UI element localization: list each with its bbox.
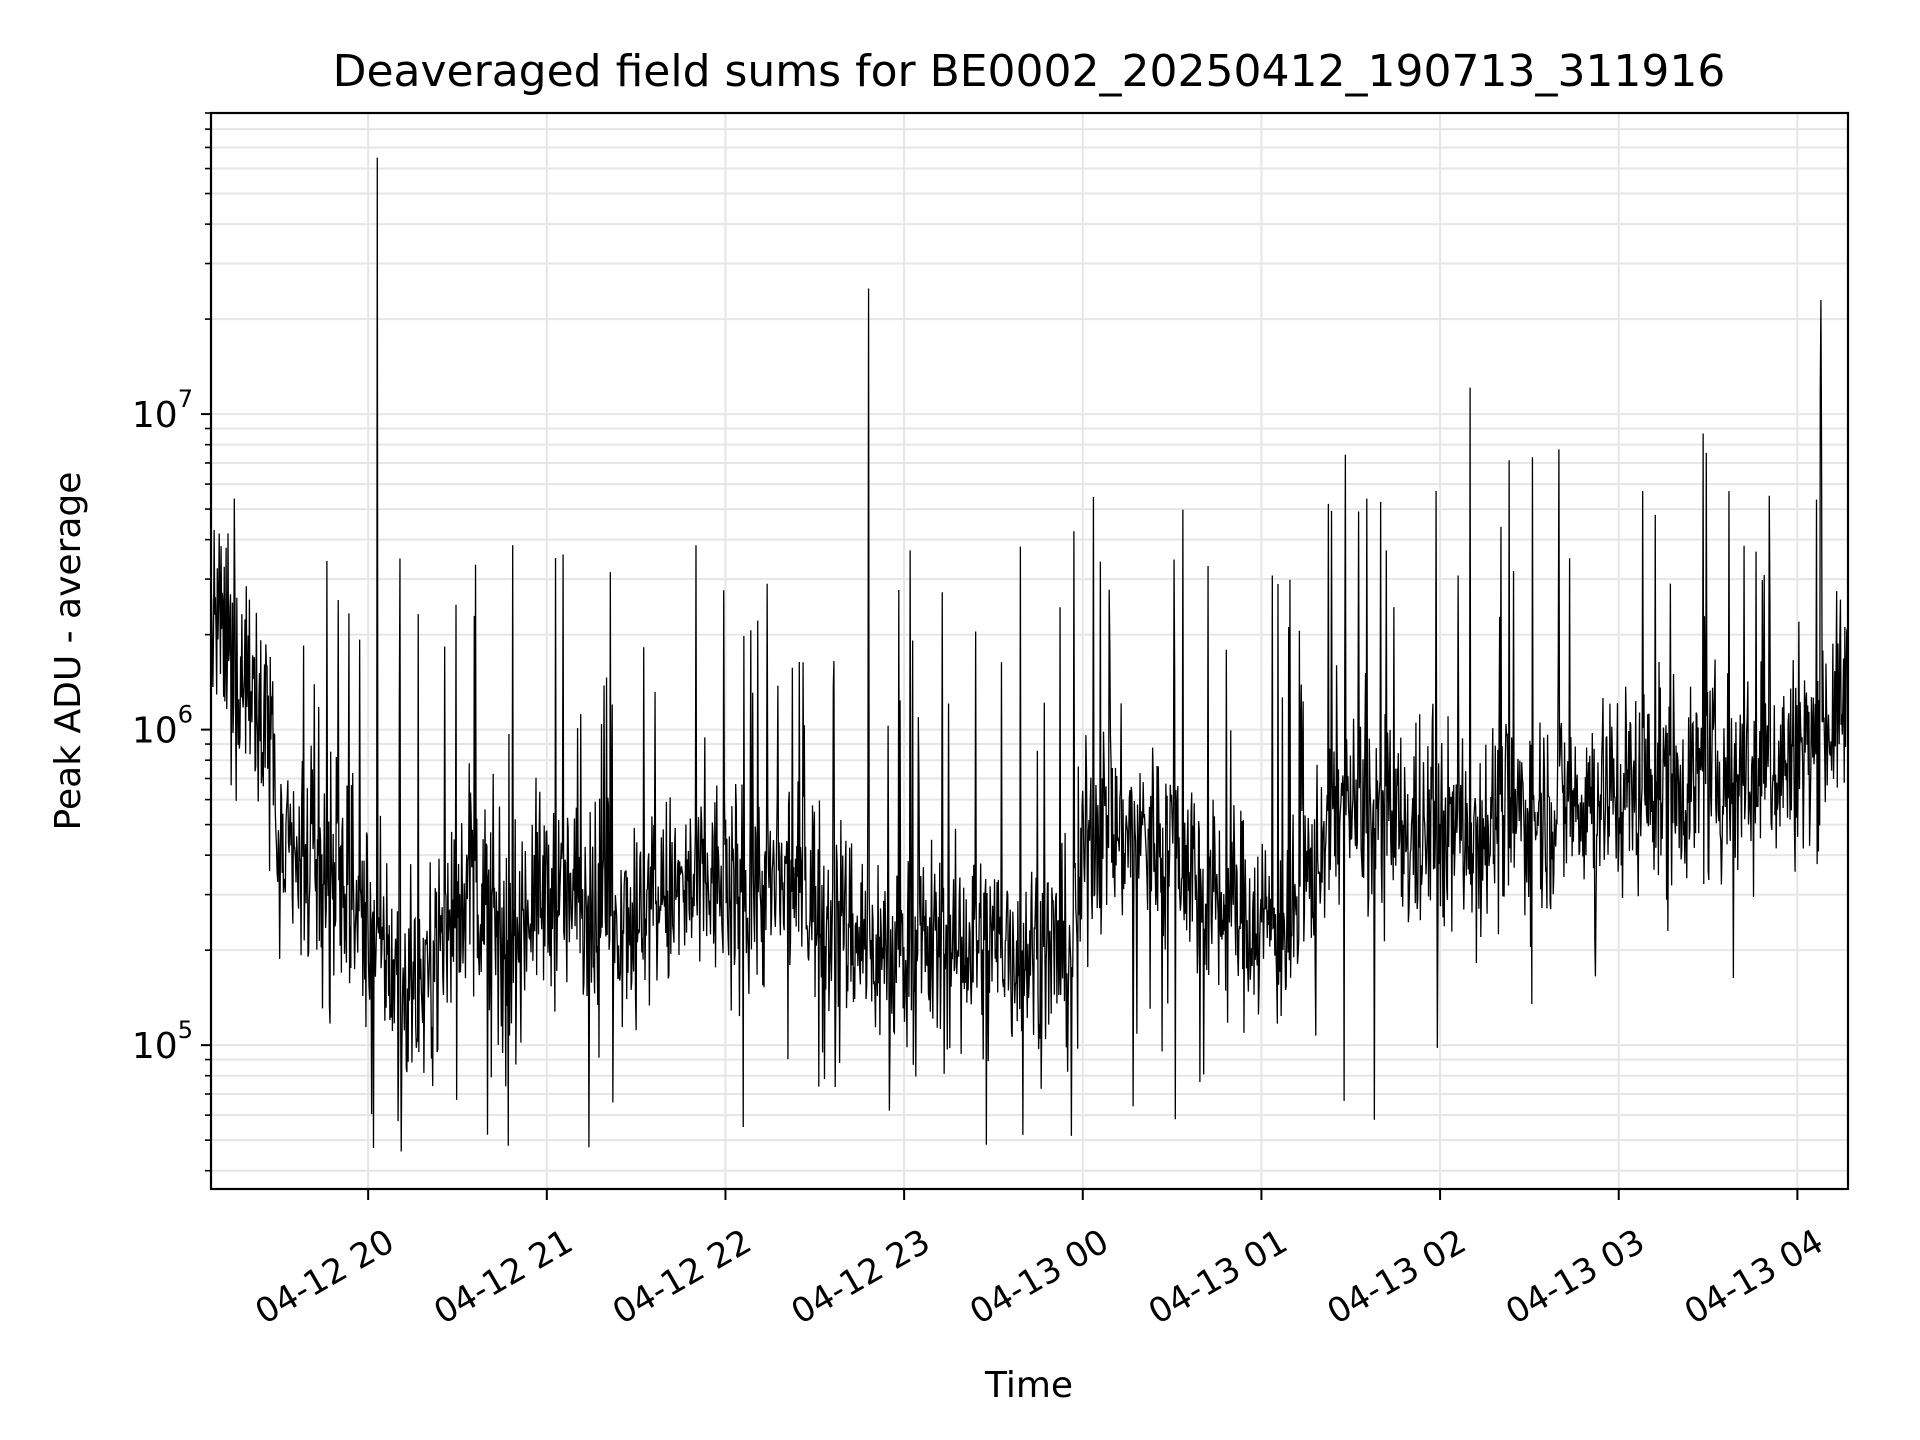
series-line — [210, 157, 1849, 1152]
chart-title: Deaveraged field sums for BE0002_2025041… — [333, 46, 1726, 97]
y-tick-base: 10 — [132, 1026, 178, 1067]
plot-frame — [209, 111, 1850, 1191]
y-tick-label: 105 — [132, 1016, 193, 1067]
y-tick-exponent: 7 — [178, 385, 193, 413]
y-tick-label: 106 — [132, 701, 193, 752]
y-tick-base: 10 — [132, 711, 178, 752]
y-tick-label: 107 — [132, 385, 193, 436]
data-layer — [210, 157, 1849, 1152]
y-tick-exponent: 6 — [178, 701, 193, 729]
y-tick-exponent: 5 — [178, 1016, 193, 1044]
x-axis-label: Time — [984, 1365, 1073, 1406]
y-axis-label: Peak ADU - average — [48, 472, 89, 831]
y-tick-base: 10 — [132, 395, 178, 436]
